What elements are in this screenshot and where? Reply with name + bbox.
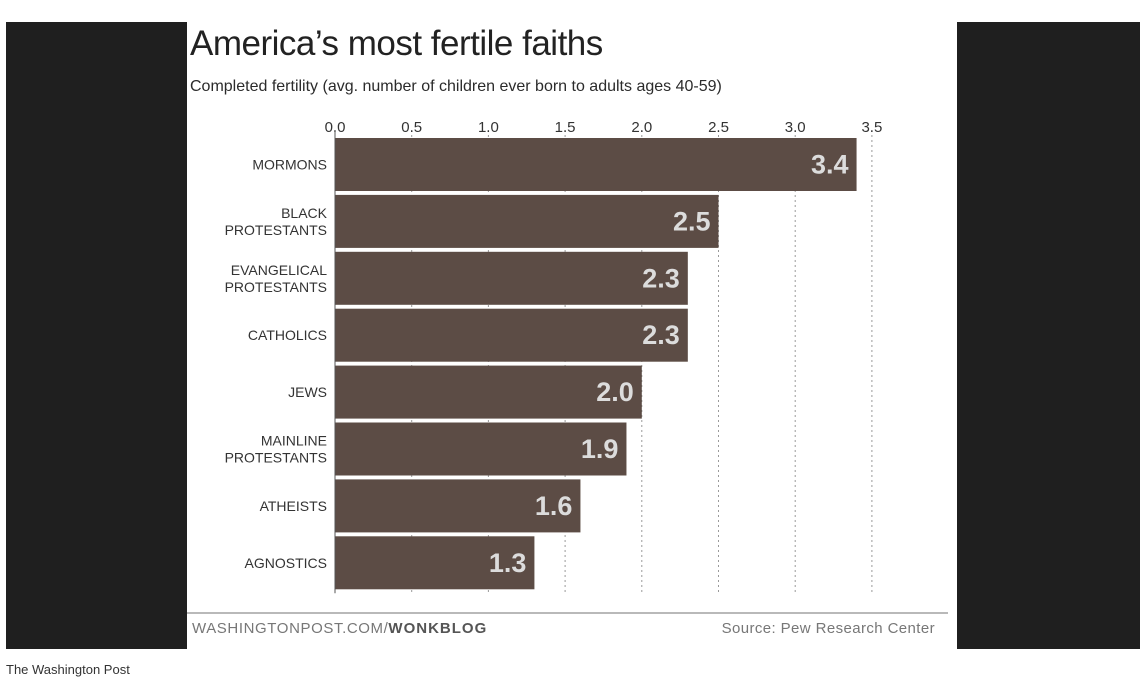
bar (335, 422, 627, 476)
x-tick-label: 2.0 (631, 119, 652, 136)
x-tick-label: 2.5 (708, 119, 729, 136)
value-label: 2.5 (673, 206, 711, 236)
bar (335, 251, 688, 305)
footer-divider (187, 612, 948, 614)
x-tick-label: 3.5 (861, 119, 882, 136)
footer-blog-name: WONKBLOG (388, 620, 488, 637)
chart-card: America’s most fertile faiths Completed … (187, 22, 957, 649)
value-label: 1.9 (581, 434, 619, 464)
bar (335, 536, 535, 590)
category-label: PROTESTANTS (225, 279, 327, 295)
category-label: AGNOSTICS (245, 555, 327, 571)
bar (335, 308, 688, 362)
category-label: JEWS (288, 384, 327, 400)
x-tick-label: 0.0 (325, 119, 346, 136)
value-label: 2.3 (642, 263, 680, 293)
value-label: 1.6 (535, 491, 573, 521)
category-label: EVANGELICAL (231, 262, 327, 278)
footer-site: WASHINGTONPOST.COM/WONKBLOG (192, 620, 487, 637)
bar (335, 194, 719, 248)
category-label: CATHOLICS (248, 327, 327, 343)
x-tick-label: 1.5 (555, 119, 576, 136)
category-label: ATHEISTS (260, 498, 327, 514)
chart-title: America’s most fertile faiths (190, 24, 603, 63)
category-label: PROTESTANTS (225, 222, 327, 238)
category-label: PROTESTANTS (225, 450, 327, 466)
category-label: BLACK (281, 205, 328, 221)
value-label: 2.0 (596, 377, 634, 407)
x-tick-label: 1.0 (478, 119, 499, 136)
value-label: 1.3 (489, 548, 527, 578)
bar (335, 138, 857, 191)
bar (335, 365, 642, 419)
category-label: MORMONS (252, 157, 327, 173)
category-label: MAINLINE (261, 433, 327, 449)
footer-site-url: WASHINGTONPOST.COM/ (192, 620, 389, 637)
value-label: 2.3 (642, 320, 680, 350)
image-caption: The Washington Post (6, 662, 130, 677)
chart-subtitle: Completed fertility (avg. number of chil… (190, 78, 722, 95)
x-tick-label: 3.0 (785, 119, 806, 136)
value-label: 3.4 (811, 150, 849, 180)
footer-source: Source: Pew Research Center (721, 620, 935, 637)
x-tick-label: 0.5 (401, 119, 422, 136)
bar (335, 479, 581, 533)
